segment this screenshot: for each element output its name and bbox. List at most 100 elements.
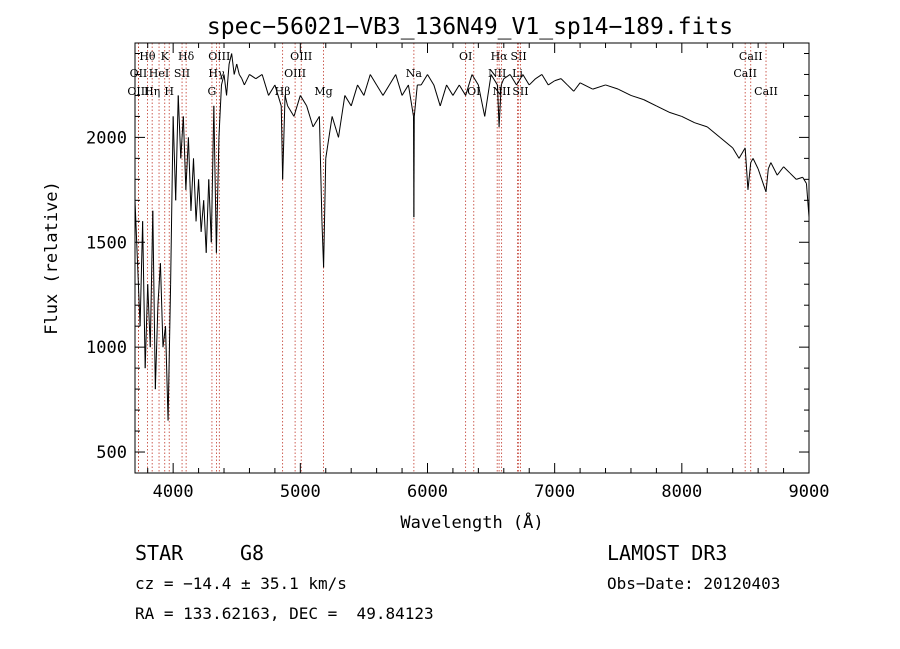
flux-series-segment (498, 84, 502, 127)
flux-series-segment (261, 74, 270, 96)
flux-series-segment (395, 74, 403, 96)
flux-series-segment (471, 74, 479, 86)
flux-series-segment (765, 168, 769, 192)
flux-series-segment (226, 63, 230, 96)
flux-series-segment (719, 137, 734, 149)
flux-series-segment (323, 158, 327, 268)
spectral-line-label: OI (467, 85, 480, 98)
flux-series-segment (548, 80, 555, 86)
flux-series-segment (752, 158, 759, 170)
flux-series-segment (337, 95, 346, 138)
flux-series-segment (750, 158, 754, 163)
flux-series-segment (747, 162, 752, 190)
flux-series-segment (681, 115, 695, 124)
flux-series-segment (306, 105, 314, 128)
x-tick-label: 4000 (153, 482, 194, 502)
x-tick-label: 9000 (789, 482, 830, 502)
flux-series-segment (496, 84, 500, 127)
flux-series-segment (522, 74, 530, 86)
flux-series-segment (477, 84, 486, 117)
flux-series-segment (789, 172, 797, 180)
spectral-line-label: Mg (314, 85, 332, 98)
flux-series-segment (535, 74, 543, 80)
flux-series-segment (243, 74, 250, 86)
chart-title: spec−56021−VB3_136N49_V1_sp14−189.fits (207, 14, 733, 40)
flux-series-segment (218, 84, 222, 138)
flux-series-segment (220, 74, 225, 86)
flux-series-segment (312, 116, 320, 128)
flux-series-segment (255, 74, 263, 80)
flux-series-segment (668, 111, 682, 117)
y-tick-label: 500 (96, 443, 127, 463)
flux-series-segment (215, 137, 220, 253)
flux-series-segment (195, 179, 200, 222)
flux-series-segment (458, 84, 467, 96)
flux-series-segment (208, 179, 212, 243)
flux-series-segment (605, 84, 619, 90)
flux-series-segment (149, 210, 154, 348)
flux-series-segment (172, 116, 177, 201)
x-tick-label: 8000 (661, 482, 702, 502)
flux-series-segment (280, 105, 284, 180)
flux-series-segment (592, 84, 606, 90)
flux-series-segment (159, 263, 164, 348)
flux-series-segment (503, 74, 511, 80)
flux-series-segment (175, 95, 179, 201)
flux-series-segment (776, 166, 784, 176)
spectral-line-label: G (208, 85, 217, 98)
y-tick-label: 2000 (86, 128, 127, 148)
flux-series-segment (413, 84, 418, 117)
flux-series-segment (142, 221, 146, 369)
flux-series-segment (203, 200, 207, 253)
flux-series-segment (643, 99, 657, 107)
spectral-line-label: Hδ (178, 50, 195, 63)
axis-ticks-layer: 4000 5000 6000 7000 8000 9000 500 1000 1500 2000 (86, 43, 829, 502)
flux-series-segment (407, 84, 414, 117)
flux-series-segment (579, 82, 594, 90)
flux-series-segment (152, 210, 156, 390)
spectral-line-label: NII (492, 85, 510, 98)
flux-series-segment (190, 158, 194, 211)
flux-series-segment (573, 82, 581, 92)
flux-series-segment (157, 263, 161, 306)
obs-date: Obs−Date: 20120403 (607, 574, 781, 593)
flux-series-segment (757, 168, 767, 193)
flux-series-segment (433, 84, 441, 107)
flux-series-segment (446, 84, 454, 96)
series-layer (134, 53, 810, 421)
flux-series-segment (154, 305, 159, 390)
flux-series-segment (656, 105, 670, 113)
flux-series-segment (344, 95, 352, 107)
flux-series-segment (241, 78, 245, 86)
flux-series-segment (198, 179, 202, 232)
spectral-line-label: OIII (127, 85, 149, 98)
flux-series-segment (694, 122, 708, 128)
flux-series-segment (490, 74, 498, 86)
flux-series-segment (357, 84, 365, 96)
flux-series-segment (369, 74, 378, 86)
flux-series-segment (516, 74, 524, 86)
spectral-line-label: CaII (733, 67, 757, 80)
spectral-line-label: CaII (754, 85, 778, 98)
spectral-line-label: K (161, 50, 170, 63)
spectral-line-label: Hη (144, 85, 160, 98)
spectral-line-label: Na (406, 67, 423, 80)
flux-series-segment (420, 74, 428, 86)
spectral-line-label: OIII (208, 50, 230, 63)
x-axis-label: Wavelength (Å) (400, 511, 543, 533)
flux-series-segment (200, 200, 205, 232)
flux-series-segment (185, 137, 189, 190)
flux-series-segment (388, 74, 397, 86)
flux-series-segment (767, 162, 772, 170)
flux-series-segment (233, 63, 238, 75)
spectral-line-label: OI (459, 50, 472, 63)
flux-series-segment (630, 94, 644, 101)
flux-series-segment (618, 88, 632, 96)
flux-series-segment (427, 74, 435, 86)
flux-series-segment (732, 147, 740, 159)
spectral-line-label: Hγ (208, 67, 225, 80)
y-axis-label: Flux (relative) (42, 181, 62, 335)
flux-series-segment (137, 263, 141, 327)
flux-series-segment (452, 84, 460, 96)
